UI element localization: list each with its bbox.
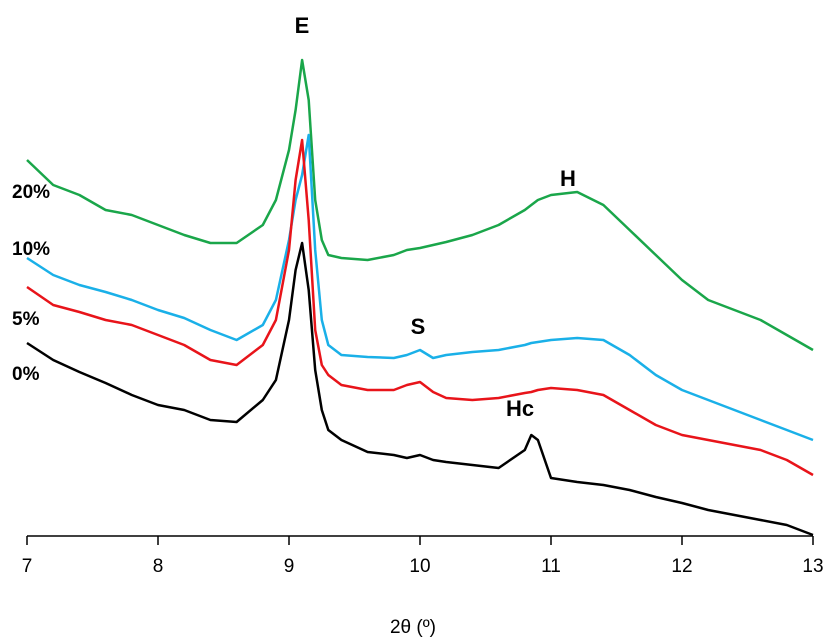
series-line xyxy=(26,58,814,352)
series-label: 5% xyxy=(12,309,40,330)
peak-annotation: H xyxy=(560,166,576,191)
x-tick-label: 9 xyxy=(284,556,295,577)
series-line xyxy=(26,138,814,477)
x-tick-label: 8 xyxy=(153,556,164,577)
series-line xyxy=(26,133,814,442)
series-label: 20% xyxy=(12,182,50,203)
x-tick-label: 12 xyxy=(671,556,692,577)
peak-annotation: S xyxy=(411,314,426,339)
x-axis-label: 2θ (º) xyxy=(390,617,436,638)
x-tick-label: 7 xyxy=(22,556,33,577)
peak-annotation: Hc xyxy=(506,396,534,421)
x-tick-label: 11 xyxy=(541,556,561,577)
series-label: 10% xyxy=(12,239,50,260)
series-line xyxy=(26,241,814,537)
series-label: 0% xyxy=(12,364,40,385)
x-tick-label: 13 xyxy=(802,556,823,577)
x-tick-label: 10 xyxy=(409,556,430,577)
peak-annotation: E xyxy=(295,13,310,38)
